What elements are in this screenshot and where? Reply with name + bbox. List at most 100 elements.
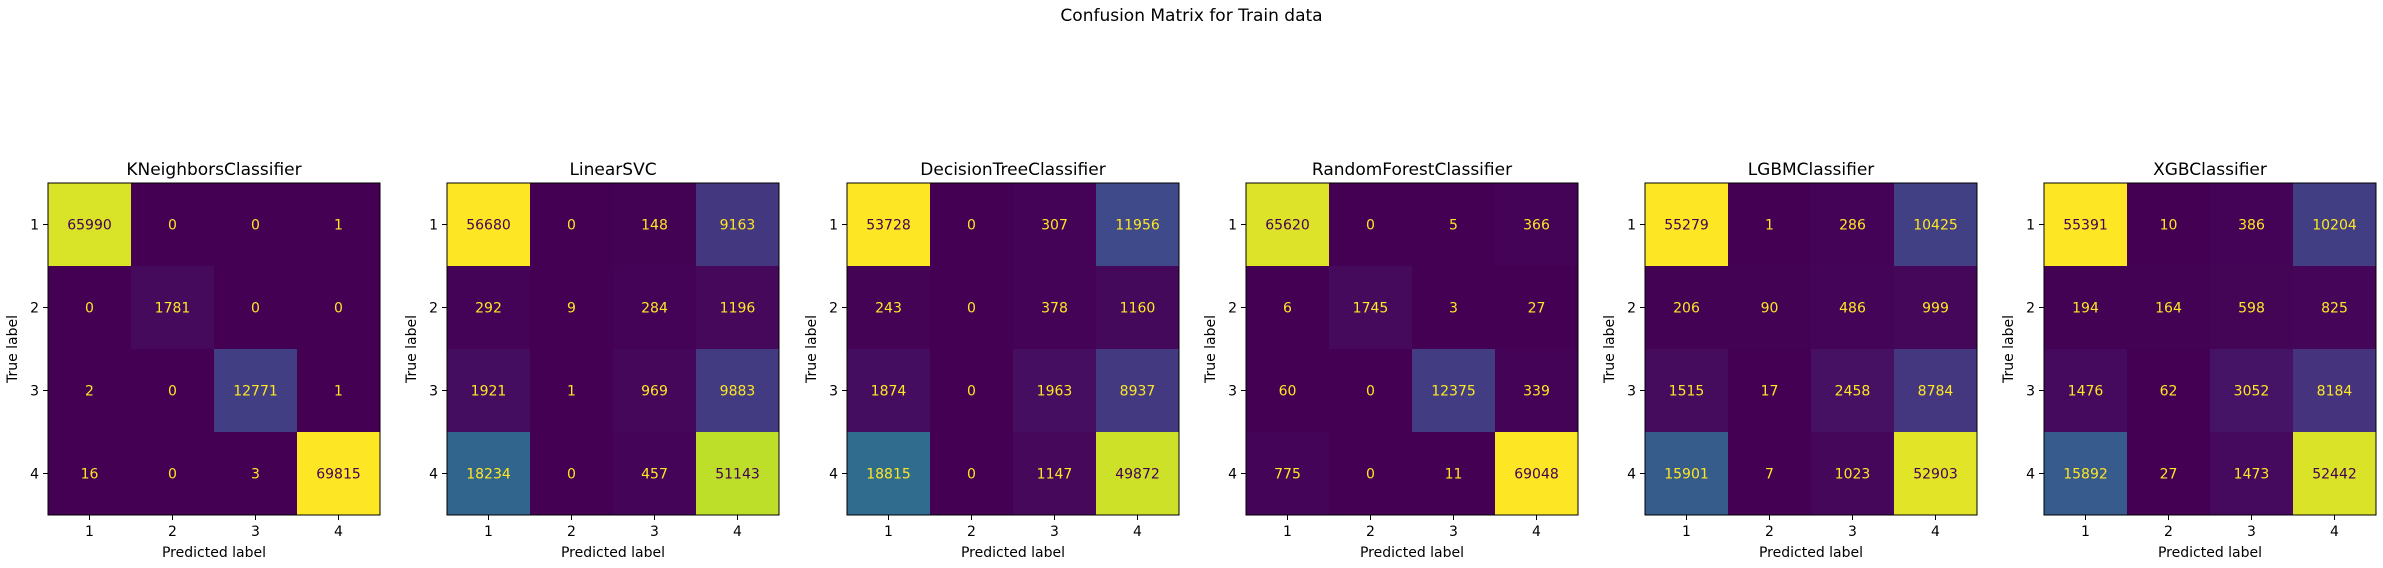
matrix-cell bbox=[2127, 266, 2211, 350]
matrix-cell bbox=[1728, 266, 1812, 350]
matrix-cell bbox=[1811, 183, 1895, 267]
matrix-cell bbox=[696, 266, 780, 350]
y-tick-label: 2 bbox=[1228, 301, 1237, 317]
cell-value-label: 825 bbox=[2321, 301, 2348, 317]
matrix-cell bbox=[214, 266, 298, 350]
axes-frame bbox=[1245, 182, 1579, 516]
matrix-cell bbox=[1728, 183, 1812, 267]
y-tick-label: 2 bbox=[429, 301, 438, 317]
matrix-cell bbox=[1811, 432, 1895, 516]
cell-value-label: 7 bbox=[1765, 467, 1774, 483]
matrix-cell bbox=[1013, 266, 1097, 350]
x-tick-label: 3 bbox=[1050, 524, 1059, 540]
cell-value-label: 8184 bbox=[2317, 384, 2353, 400]
figure-title: Confusion Matrix for Train data bbox=[1060, 6, 1323, 26]
y-axis-label: True label bbox=[404, 315, 420, 384]
cell-value-label: 2458 bbox=[1835, 384, 1871, 400]
x-tick-label: 4 bbox=[334, 524, 343, 540]
matrix-cell bbox=[2127, 349, 2211, 433]
matrix-cell bbox=[1894, 432, 1978, 516]
matrix-cell bbox=[1495, 266, 1579, 350]
x-tick-label: 1 bbox=[2081, 524, 2090, 540]
cell-value-label: 148 bbox=[641, 218, 668, 234]
matrix-cell bbox=[696, 183, 780, 267]
x-tick-label: 2 bbox=[967, 524, 976, 540]
cell-value-label: 52442 bbox=[2312, 467, 2357, 483]
cell-value-label: 9163 bbox=[720, 218, 756, 234]
cell-value-label: 1515 bbox=[1669, 384, 1705, 400]
matrix-cell bbox=[847, 266, 931, 350]
matrix-cell bbox=[48, 266, 132, 350]
cell-value-label: 1 bbox=[334, 218, 343, 234]
cell-value-label: 15892 bbox=[2063, 467, 2108, 483]
matrix-cell bbox=[1894, 349, 1978, 433]
x-tick-label: 4 bbox=[733, 524, 742, 540]
matrix-cell bbox=[131, 266, 215, 350]
y-tick-label: 4 bbox=[1627, 467, 1636, 483]
matrix-cell bbox=[447, 349, 531, 433]
cell-value-label: 17 bbox=[1761, 384, 1779, 400]
cell-value-label: 284 bbox=[641, 301, 668, 317]
y-axis-label: True label bbox=[804, 315, 820, 384]
panel-title: RandomForestClassifier bbox=[1312, 160, 1512, 180]
cell-value-label: 5 bbox=[1449, 218, 1458, 234]
matrix-cell bbox=[1013, 349, 1097, 433]
cell-value-label: 386 bbox=[2238, 218, 2265, 234]
matrix-cell bbox=[1412, 183, 1496, 267]
matrix-cell bbox=[1495, 349, 1579, 433]
matrix-cell bbox=[2127, 432, 2211, 516]
y-tick-label: 3 bbox=[1228, 384, 1237, 400]
y-tick-label: 4 bbox=[429, 467, 438, 483]
cell-value-label: 366 bbox=[1523, 218, 1550, 234]
matrix-cell bbox=[1728, 432, 1812, 516]
cell-value-label: 598 bbox=[2238, 301, 2265, 317]
x-tick-label: 2 bbox=[1765, 524, 1774, 540]
matrix-cell bbox=[214, 432, 298, 516]
cell-value-label: 1921 bbox=[471, 384, 507, 400]
y-tick-label: 4 bbox=[30, 467, 39, 483]
y-tick-label: 2 bbox=[1627, 301, 1636, 317]
matrix-cell bbox=[1412, 432, 1496, 516]
x-axis-label: Predicted label bbox=[162, 545, 266, 561]
matrix-cell bbox=[1645, 432, 1729, 516]
y-tick-label: 1 bbox=[1228, 218, 1237, 234]
matrix-cell bbox=[1096, 349, 1180, 433]
cell-value-label: 0 bbox=[168, 384, 177, 400]
cell-value-label: 6 bbox=[1283, 301, 1292, 317]
cell-value-label: 2 bbox=[85, 384, 94, 400]
x-tick-label: 3 bbox=[1848, 524, 1857, 540]
x-axis-label: Predicted label bbox=[1759, 545, 1863, 561]
axes-frame bbox=[2043, 182, 2377, 516]
y-axis-label: True label bbox=[1203, 315, 1219, 384]
matrix-cell bbox=[131, 349, 215, 433]
matrix-cell bbox=[530, 183, 614, 267]
cell-value-label: 56680 bbox=[466, 218, 511, 234]
cell-value-label: 10 bbox=[2160, 218, 2178, 234]
x-tick-label: 1 bbox=[85, 524, 94, 540]
cell-value-label: 69815 bbox=[316, 467, 361, 483]
cell-value-label: 457 bbox=[641, 467, 668, 483]
cell-value-label: 194 bbox=[2072, 301, 2099, 317]
matrix-cell bbox=[530, 349, 614, 433]
matrix-cell bbox=[2044, 183, 2128, 267]
cell-value-label: 1874 bbox=[871, 384, 907, 400]
matrix-cell bbox=[2044, 266, 2128, 350]
matrix-cell bbox=[847, 349, 931, 433]
y-axis-label: True label bbox=[5, 315, 21, 384]
matrix-cell bbox=[930, 432, 1014, 516]
cell-value-label: 775 bbox=[1274, 467, 1301, 483]
matrix-cell bbox=[297, 349, 381, 433]
x-axis-label: Predicted label bbox=[1360, 545, 1464, 561]
panel-title: XGBClassifier bbox=[2153, 160, 2267, 180]
x-tick-label: 1 bbox=[1682, 524, 1691, 540]
matrix-cell bbox=[2210, 349, 2294, 433]
cell-value-label: 18234 bbox=[466, 467, 511, 483]
cell-value-label: 0 bbox=[967, 301, 976, 317]
cell-value-label: 51143 bbox=[715, 467, 760, 483]
cell-value-label: 90 bbox=[1761, 301, 1779, 317]
x-tick-label: 2 bbox=[567, 524, 576, 540]
cell-value-label: 27 bbox=[1528, 301, 1546, 317]
matrix-cell bbox=[1246, 266, 1330, 350]
